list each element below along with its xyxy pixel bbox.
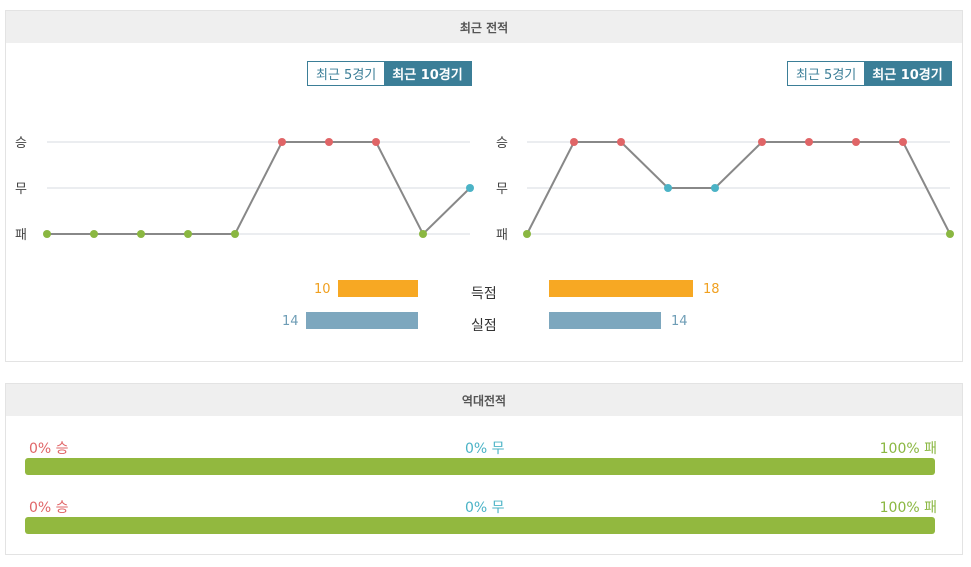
away-scored-bar — [549, 280, 693, 297]
y-tick-label: 패 — [496, 228, 508, 243]
form-point — [852, 138, 860, 146]
home-scored-bar — [338, 280, 418, 297]
form-point — [184, 230, 192, 238]
y-tick-label: 무 — [496, 182, 508, 197]
h2h-loss-segment — [25, 458, 935, 475]
away-scored-value: 18 — [703, 282, 720, 297]
y-tick-label: 승 — [15, 136, 27, 151]
y-tick-label: 무 — [15, 182, 27, 197]
h2h-row-2: 0% 승 0% 무 100% 패 — [25, 497, 937, 534]
y-tick-label: 승 — [496, 136, 508, 151]
away-last-5-button[interactable]: 최근 5경기 — [788, 62, 865, 85]
away-conceded-bar — [549, 312, 661, 329]
h2h-bar — [25, 458, 935, 475]
form-line — [526, 141, 951, 235]
form-point — [466, 184, 474, 192]
form-point — [570, 138, 578, 146]
h2h-loss-text: 100% 패 — [879, 500, 937, 516]
away-last-10-button[interactable]: 최근 10경기 — [864, 62, 951, 85]
h2h-win-text: 0% 승 — [29, 500, 69, 516]
form-point — [325, 138, 333, 146]
form-point — [946, 230, 954, 238]
home-last-10-button[interactable]: 최근 10경기 — [384, 62, 471, 85]
home-conceded-bar — [306, 312, 418, 329]
home-form-chart: 승무패 — [15, 136, 474, 243]
form-point — [419, 230, 427, 238]
recent-record-title: 최근 전적 — [6, 11, 962, 43]
home-scored-value: 10 — [314, 282, 331, 297]
conceded-label: 실점 — [471, 318, 497, 334]
form-point — [137, 230, 145, 238]
form-point — [617, 138, 625, 146]
home-match-count-toggle: 최근 5경기 최근 10경기 — [307, 61, 472, 86]
away-match-count-toggle: 최근 5경기 최근 10경기 — [787, 61, 952, 86]
home-conceded-value: 14 — [282, 314, 299, 329]
form-point — [372, 138, 380, 146]
away-form-chart: 승무패 — [496, 136, 954, 243]
h2h-win-text: 0% 승 — [29, 441, 69, 457]
y-tick-label: 패 — [15, 228, 27, 243]
h2h-draw-text: 0% 무 — [465, 441, 505, 457]
h2h-loss-segment — [25, 517, 935, 534]
away-conceded-value: 14 — [671, 314, 688, 329]
form-point — [711, 184, 719, 192]
form-point — [43, 230, 51, 238]
form-point — [758, 138, 766, 146]
h2h-draw-text: 0% 무 — [465, 500, 505, 516]
form-point — [231, 230, 239, 238]
h2h-loss-text: 100% 패 — [879, 441, 937, 457]
home-last-5-button[interactable]: 최근 5경기 — [308, 62, 385, 85]
form-point — [523, 230, 531, 238]
form-point — [899, 138, 907, 146]
head-to-head-title: 역대전적 — [6, 384, 962, 416]
form-point — [90, 230, 98, 238]
form-point — [664, 184, 672, 192]
form-point — [805, 138, 813, 146]
h2h-bar — [25, 517, 935, 534]
form-point — [278, 138, 286, 146]
scored-label: 득점 — [471, 286, 497, 302]
h2h-row-1: 0% 승 0% 무 100% 패 — [25, 438, 937, 475]
form-line — [47, 141, 471, 236]
